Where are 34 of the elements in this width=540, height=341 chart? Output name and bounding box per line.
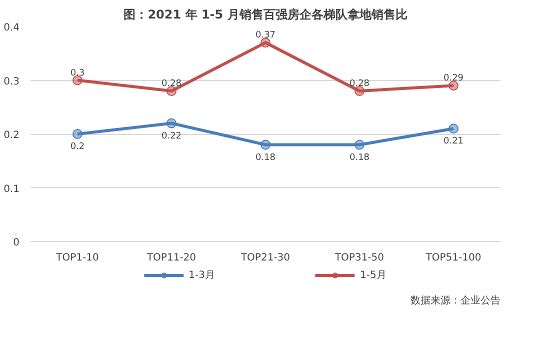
point	[260, 38, 270, 48]
point	[354, 86, 364, 96]
y-tick-label: 0.4	[4, 22, 20, 34]
point	[72, 75, 82, 86]
point	[354, 140, 364, 150]
data-label: 0.2	[70, 142, 85, 152]
data-label: 0.29	[443, 74, 464, 84]
point	[260, 140, 270, 150]
point	[166, 86, 176, 96]
x-tick-label: TOP21-30	[240, 252, 290, 264]
x-tick-label: TOP1-10	[55, 252, 99, 264]
data-label: 0.18	[349, 152, 370, 163]
point	[448, 124, 458, 134]
y-tick-label: 0	[13, 238, 20, 248]
source-note: 数据来源：企业公告	[410, 294, 500, 306]
point	[448, 80, 458, 91]
y-tick-label: 0.2	[4, 130, 20, 141]
x-tick-label: TOP31-50	[334, 252, 384, 264]
point	[72, 129, 82, 139]
legend-label: 1-3月	[188, 269, 215, 282]
chart-title: 图：2021 年 1-5 月销售百强房企各梯队拿地销售比	[124, 8, 408, 22]
x-tick-label: TOP51-100	[424, 252, 482, 264]
y-tick-label: 0.3	[4, 76, 20, 88]
x-tick-label: TOP11-20	[146, 252, 196, 264]
data-label: 0.22	[161, 131, 182, 142]
point	[166, 118, 176, 128]
data-label: 0.18	[255, 152, 276, 163]
y-tick-label: 0.1	[4, 184, 20, 195]
legend-label: 1-5月	[360, 269, 386, 282]
data-label: 0.3	[70, 68, 85, 78]
data-label: 0.37	[255, 30, 276, 41]
data-label: 0.28	[349, 79, 370, 89]
data-label: 0.28	[161, 79, 182, 89]
data-label: 0.21	[443, 136, 464, 147]
